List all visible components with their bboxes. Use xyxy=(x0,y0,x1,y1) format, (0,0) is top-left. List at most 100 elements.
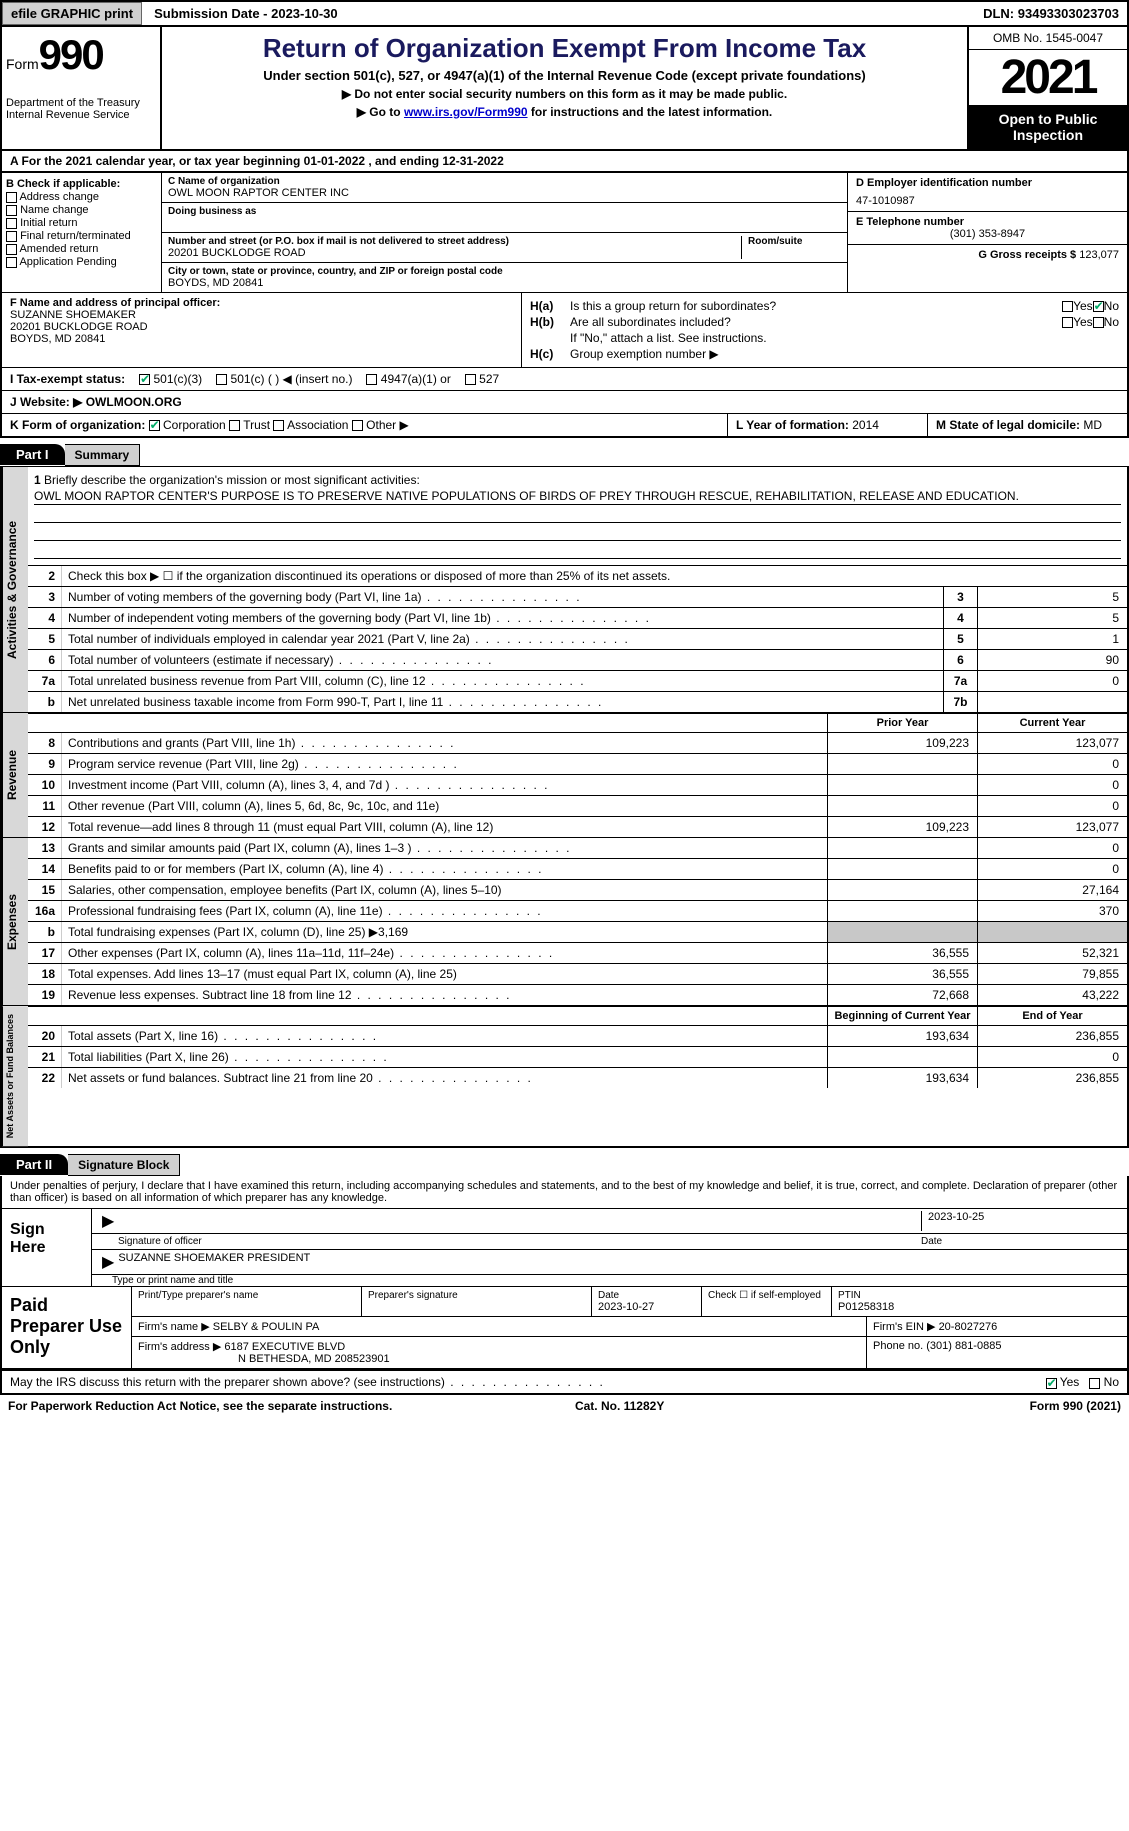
line-6-box: 6 xyxy=(943,650,977,670)
ha-yes[interactable] xyxy=(1062,301,1073,312)
chk-amended[interactable] xyxy=(6,244,17,255)
line-11-py xyxy=(827,796,977,816)
opt-assoc: Association xyxy=(287,418,348,432)
discuss-yes[interactable] xyxy=(1046,1378,1057,1389)
subtitle-3: ▶ Go to www.irs.gov/Form990 for instruct… xyxy=(168,105,961,119)
phone-value: (301) 353-8947 xyxy=(856,228,1119,240)
chk-trust[interactable] xyxy=(229,420,240,431)
chk-name-change[interactable] xyxy=(6,205,17,216)
open-to-public: Open to Public Inspection xyxy=(969,105,1127,149)
type-print-label: Type or print name and title xyxy=(92,1275,1127,1286)
line-14-text: Benefits paid to or for members (Part IX… xyxy=(62,859,827,879)
opt-4947: 4947(a)(1) or xyxy=(381,372,451,386)
part-ii: Part IISignature Block xyxy=(0,1148,1129,1176)
b-item-5: Application Pending xyxy=(19,256,116,268)
phone-label: E Telephone number xyxy=(856,216,1119,228)
pp-date-label: Date xyxy=(598,1290,695,1301)
part-i: Part ISummary xyxy=(0,438,1129,466)
line-1-mission: 1 Briefly describe the organization's mi… xyxy=(28,467,1127,565)
line-22-text: Net assets or fund balances. Subtract li… xyxy=(62,1068,827,1088)
line-13-text: Grants and similar amounts paid (Part IX… xyxy=(62,838,827,858)
row-i-tax-status: I Tax-exempt status: 501(c)(3) 501(c) ( … xyxy=(0,367,1129,390)
line-12-cy: 123,077 xyxy=(977,817,1127,837)
irs-link[interactable]: www.irs.gov/Form990 xyxy=(404,105,528,119)
chk-app-pending[interactable] xyxy=(6,257,17,268)
line-15-text: Salaries, other compensation, employee b… xyxy=(62,880,827,900)
col-d-ids: D Employer identification number 47-1010… xyxy=(847,173,1127,292)
form-number: 990 xyxy=(39,31,103,78)
line-3-text: Number of voting members of the governin… xyxy=(62,587,943,607)
line-20-text: Total assets (Part X, line 16) xyxy=(62,1026,827,1046)
website-value: OWLMOON.ORG xyxy=(86,395,182,409)
submission-date: Submission Date - 2023-10-30 xyxy=(146,3,346,24)
efile-print-button[interactable]: efile GRAPHIC print xyxy=(2,2,142,25)
eoy-hdr: End of Year xyxy=(977,1007,1127,1025)
line-10-py xyxy=(827,775,977,795)
line-16a-cy: 370 xyxy=(977,901,1127,921)
line-12-py: 109,223 xyxy=(827,817,977,837)
part-i-body: Activities & Governance 1 Briefly descri… xyxy=(0,466,1129,1148)
line-3-val: 5 xyxy=(977,587,1127,607)
goto-prefix: ▶ Go to xyxy=(357,105,404,119)
line-6-text: Total number of volunteers (estimate if … xyxy=(62,650,943,670)
line-10-cy: 0 xyxy=(977,775,1127,795)
gross-label: G Gross receipts $ xyxy=(978,249,1079,261)
firm-addr2: N BETHESDA, MD 208523901 xyxy=(138,1353,860,1365)
officer-signature-field[interactable] xyxy=(118,1211,921,1231)
line-19-py: 72,668 xyxy=(827,985,977,1005)
line-7a-box: 7a xyxy=(943,671,977,691)
ein-label: D Employer identification number xyxy=(856,177,1119,189)
chk-501c[interactable] xyxy=(216,374,227,385)
mission-label: Briefly describe the organization's miss… xyxy=(44,473,420,487)
line-11-cy: 0 xyxy=(977,796,1127,816)
line-12-text: Total revenue—add lines 8 through 11 (mu… xyxy=(62,817,827,837)
line-13-cy: 0 xyxy=(977,838,1127,858)
chk-4947[interactable] xyxy=(366,374,377,385)
firm-ein-label: Firm's EIN ▶ xyxy=(873,1321,939,1333)
chk-initial-return[interactable] xyxy=(6,218,17,229)
line-20-cy: 236,855 xyxy=(977,1026,1127,1046)
firm-phone-label: Phone no. xyxy=(873,1340,926,1352)
officer-name: SUZANNE SHOEMAKER xyxy=(10,309,513,321)
org-name: OWL MOON RAPTOR CENTER INC xyxy=(168,187,841,199)
c-name-label: C Name of organization xyxy=(168,176,841,187)
hb-no[interactable] xyxy=(1093,317,1104,328)
name-arrow-icon: ▶ xyxy=(98,1252,118,1272)
chk-527[interactable] xyxy=(465,374,476,385)
state-domicile: MD xyxy=(1083,418,1102,432)
part-i-title: Summary xyxy=(65,444,141,466)
col-b-checkboxes: B Check if applicable: Address change Na… xyxy=(2,173,162,292)
page-footer: For Paperwork Reduction Act Notice, see … xyxy=(0,1395,1129,1417)
chk-address-change[interactable] xyxy=(6,192,17,203)
submission-date-value: 2023-10-30 xyxy=(271,6,338,21)
chk-assoc[interactable] xyxy=(273,420,284,431)
section-h: H(a)Is this a group return for subordina… xyxy=(522,293,1127,367)
line-16b-text: Total fundraising expenses (Part IX, col… xyxy=(62,922,827,942)
line-16b-py xyxy=(827,922,977,942)
omb-number: OMB No. 1545-0047 xyxy=(969,27,1127,50)
firm-ein-value: 20-8027276 xyxy=(939,1321,998,1333)
opt-501c: 501(c) ( ) ◀ (insert no.) xyxy=(231,372,353,386)
line-18-text: Total expenses. Add lines 13–17 (must eq… xyxy=(62,964,827,984)
b-item-2: Initial return xyxy=(20,217,77,229)
discuss-no[interactable] xyxy=(1089,1378,1100,1389)
chk-corp[interactable] xyxy=(149,420,160,431)
line-18-cy: 79,855 xyxy=(977,964,1127,984)
gross-value: 123,077 xyxy=(1079,249,1119,261)
hc-label: Group exemption number ▶ xyxy=(570,347,1119,361)
line-16a-py xyxy=(827,901,977,921)
form-no-footer: Form 990 (2021) xyxy=(1030,1399,1121,1413)
vlabel-rev: Revenue xyxy=(2,713,28,837)
chk-501c3[interactable] xyxy=(139,374,150,385)
line-21-text: Total liabilities (Part X, line 26) xyxy=(62,1047,827,1067)
prior-year-hdr: Prior Year xyxy=(827,714,977,732)
principal-officer: F Name and address of principal officer:… xyxy=(2,293,522,367)
line-4-text: Number of independent voting members of … xyxy=(62,608,943,628)
dln: DLN: 93493303023703 xyxy=(975,3,1127,24)
line-15-cy: 27,164 xyxy=(977,880,1127,900)
hb-yes[interactable] xyxy=(1062,317,1073,328)
ha-no[interactable] xyxy=(1093,301,1104,312)
chk-final-return[interactable] xyxy=(6,231,17,242)
line-5-text: Total number of individuals employed in … xyxy=(62,629,943,649)
chk-other[interactable] xyxy=(352,420,363,431)
